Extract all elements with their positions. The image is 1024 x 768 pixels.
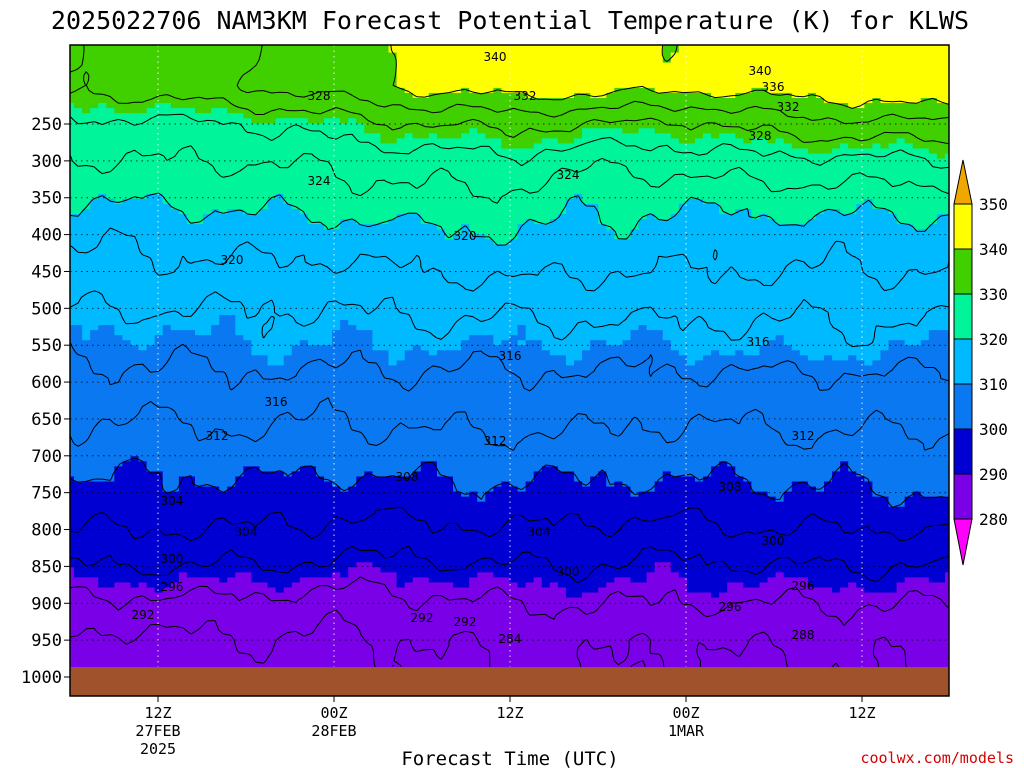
contour-label: 308 bbox=[719, 480, 742, 494]
colorbar-tick-label: 320 bbox=[979, 330, 1008, 349]
colorbar-bottom-arrow bbox=[953, 518, 973, 566]
contour-label: 292 bbox=[454, 615, 477, 629]
contour-label: 296 bbox=[161, 580, 184, 594]
contour-296 bbox=[70, 506, 949, 542]
colorbar-tick-label: 330 bbox=[979, 285, 1008, 304]
contour-label: 328 bbox=[749, 129, 772, 143]
x-tick-label: 27FEB bbox=[135, 722, 180, 740]
contour-label: 296 bbox=[792, 579, 815, 593]
contour-label: 332 bbox=[777, 100, 800, 114]
y-tick-label: 500 bbox=[31, 299, 62, 319]
y-tick-label: 450 bbox=[31, 262, 62, 282]
y-tick-label: 350 bbox=[31, 189, 62, 209]
contour-label: 316 bbox=[265, 395, 288, 409]
x-tick-label: 12Z bbox=[496, 704, 523, 722]
colorbar-tick-label: 290 bbox=[979, 465, 1008, 484]
contour-label: 312 bbox=[792, 429, 815, 443]
y-tick-label: 1000 bbox=[21, 668, 62, 688]
contour-label: 340 bbox=[484, 50, 507, 64]
contour-label: 312 bbox=[206, 429, 229, 443]
contour-324 bbox=[70, 145, 949, 204]
contour-316 bbox=[70, 227, 949, 292]
y-tick-label: 250 bbox=[31, 115, 62, 135]
contour-288 bbox=[70, 576, 949, 626]
colorbar-tick-label: 340 bbox=[979, 240, 1008, 259]
contour-label: 284 bbox=[499, 632, 522, 646]
y-tick-label: 650 bbox=[31, 410, 62, 430]
contour-label: 304 bbox=[161, 494, 184, 508]
y-tick-label: 900 bbox=[31, 594, 62, 614]
contour-label: 336 bbox=[762, 80, 785, 94]
contour-label: 332 bbox=[514, 89, 537, 103]
contour-label: 300 bbox=[762, 534, 785, 548]
x-axis-title: Forecast Time (UTC) bbox=[401, 748, 618, 768]
contour-332 bbox=[70, 45, 949, 145]
y-tick-label: 950 bbox=[31, 631, 62, 651]
grid-lines bbox=[70, 45, 949, 667]
y-tick-label: 300 bbox=[31, 152, 62, 172]
contour-label: 324 bbox=[308, 174, 331, 188]
contour-label: 324 bbox=[557, 168, 580, 182]
contour-label: 316 bbox=[747, 335, 770, 349]
contour-label: 300 bbox=[557, 565, 580, 579]
contour-label: 304 bbox=[528, 525, 551, 539]
contour-labels: 340 340 336 332 332 328 328 324 324 320 320 316 316 3… bbox=[132, 50, 815, 646]
contour-label: 316 bbox=[499, 349, 522, 363]
ground-mask bbox=[70, 667, 949, 696]
x-tick-label: 1MAR bbox=[668, 722, 705, 740]
colorbar-top-arrow bbox=[953, 159, 973, 205]
y-axis: 250 300 350 400 450 500 550 600 650 700 750 800 850 9… bbox=[21, 115, 70, 688]
contour-340 bbox=[390, 45, 949, 109]
contour-label: 320 bbox=[221, 253, 244, 267]
colorbar-tick-label: 350 bbox=[979, 195, 1008, 214]
y-tick-label: 750 bbox=[31, 484, 62, 504]
theta-field bbox=[70, 45, 949, 696]
y-tick-label: 550 bbox=[31, 336, 62, 356]
contour-300 bbox=[70, 457, 949, 508]
x-tick-label: 12Z bbox=[144, 704, 171, 722]
colorbar-band bbox=[953, 473, 973, 520]
colorbar-tick-label: 280 bbox=[979, 510, 1008, 529]
contour-label: 300 bbox=[161, 552, 184, 566]
contour-label: 328 bbox=[308, 89, 331, 103]
contour-label: 288 bbox=[792, 628, 815, 642]
colorbar-band bbox=[953, 383, 973, 430]
x-tick-label: 12Z bbox=[848, 704, 875, 722]
y-tick-label: 850 bbox=[31, 557, 62, 577]
contour-label: 308 bbox=[396, 470, 419, 484]
colorbar-band bbox=[953, 248, 973, 295]
colorbar: 350 340 330 320 310 300 290 280 bbox=[953, 159, 1008, 566]
theta-contours bbox=[70, 45, 949, 696]
contour-label: 296 bbox=[719, 600, 742, 614]
contour-336 bbox=[236, 45, 949, 124]
y-tick-label: 600 bbox=[31, 373, 62, 393]
y-tick-label: 700 bbox=[31, 447, 62, 467]
contour-label: 292 bbox=[411, 611, 434, 625]
colorbar-tick-label: 310 bbox=[979, 375, 1008, 394]
contour-label: 320 bbox=[454, 229, 477, 243]
contour-label: 304 bbox=[235, 525, 258, 539]
colorbar-band bbox=[953, 203, 973, 250]
y-tick-label: 800 bbox=[31, 521, 62, 541]
colorbar-band bbox=[953, 293, 973, 340]
x-tick-label: 00Z bbox=[320, 704, 347, 722]
y-tick-label: 400 bbox=[31, 226, 62, 246]
credit-text: coolwx.com/models bbox=[860, 749, 1014, 767]
x-tick-label: 2025 bbox=[140, 740, 176, 758]
x-tick-label: 00Z bbox=[672, 704, 699, 722]
contour-320 bbox=[70, 192, 949, 246]
x-tick-label: 28FEB bbox=[311, 722, 356, 740]
colorbar-tick-label: 300 bbox=[979, 420, 1008, 439]
colorbar-band bbox=[953, 428, 973, 475]
contour-label: 312 bbox=[484, 434, 507, 448]
contour-328 bbox=[70, 113, 949, 169]
contour-label: 292 bbox=[132, 608, 155, 622]
chart-title: 2025022706 NAM3KM Forecast Potential Tem… bbox=[51, 6, 969, 35]
colorbar-band bbox=[953, 338, 973, 385]
contour-label: 340 bbox=[749, 64, 772, 78]
